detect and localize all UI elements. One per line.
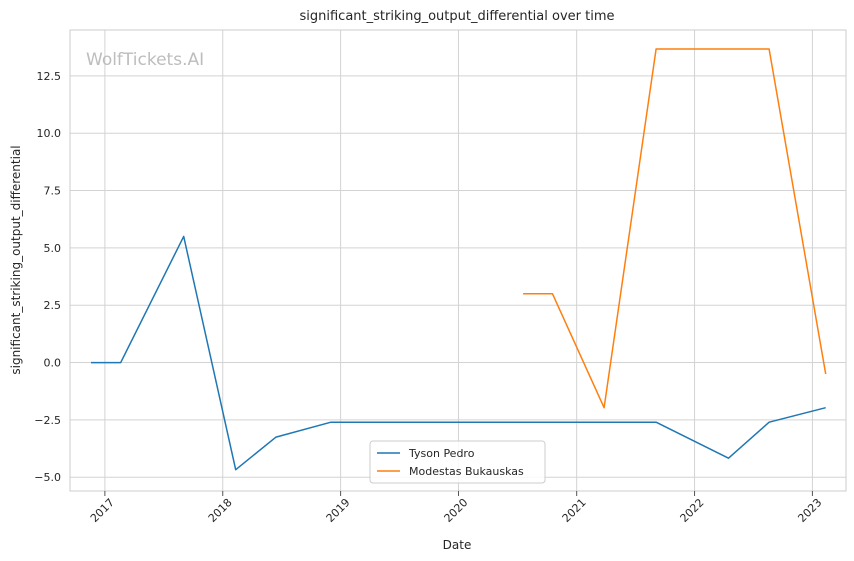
grid	[70, 30, 846, 491]
chart-title: significant_striking_output_differential…	[300, 9, 615, 24]
legend-label: Modestas Bukauskas	[409, 465, 524, 478]
y-axis-ticks: −5.0 −2.5 0.0 2.5 5.0 7.5 10.0 12.5	[34, 70, 61, 484]
y-tick-label: 5.0	[44, 242, 62, 255]
x-tick-label: 2023	[795, 496, 824, 525]
y-tick-label: 2.5	[44, 299, 62, 312]
legend-box	[369, 440, 546, 484]
y-tick-label: 7.5	[44, 185, 62, 198]
y-tick-label: −5.0	[34, 471, 61, 484]
x-tick-label: 2018	[206, 496, 235, 525]
watermark: WolfTickets.AI	[86, 50, 204, 70]
legend: Tyson Pedro Modestas Bukauskas	[369, 440, 546, 484]
x-axis-label: Date	[443, 538, 472, 552]
y-tick-label: 10.0	[37, 127, 62, 140]
y-axis-label: significant_striking_output_differential	[9, 145, 23, 374]
y-tick-label: 0.0	[44, 357, 62, 370]
x-tick-label: 2022	[678, 496, 707, 525]
legend-label: Tyson Pedro	[408, 447, 475, 460]
x-tick-label: 2020	[442, 496, 471, 525]
x-tick-label: 2019	[324, 496, 353, 525]
x-axis-ticks: 2017 2018 2019 2020 2021 2022 2023	[88, 491, 824, 525]
x-tick-label: 2017	[88, 496, 117, 525]
series-line-1	[523, 48, 827, 409]
x-tick-label: 2021	[560, 496, 589, 525]
y-tick-label: 12.5	[37, 70, 62, 83]
series-lines	[91, 48, 827, 471]
y-tick-label: −2.5	[34, 414, 61, 427]
series-line-0	[91, 235, 826, 471]
